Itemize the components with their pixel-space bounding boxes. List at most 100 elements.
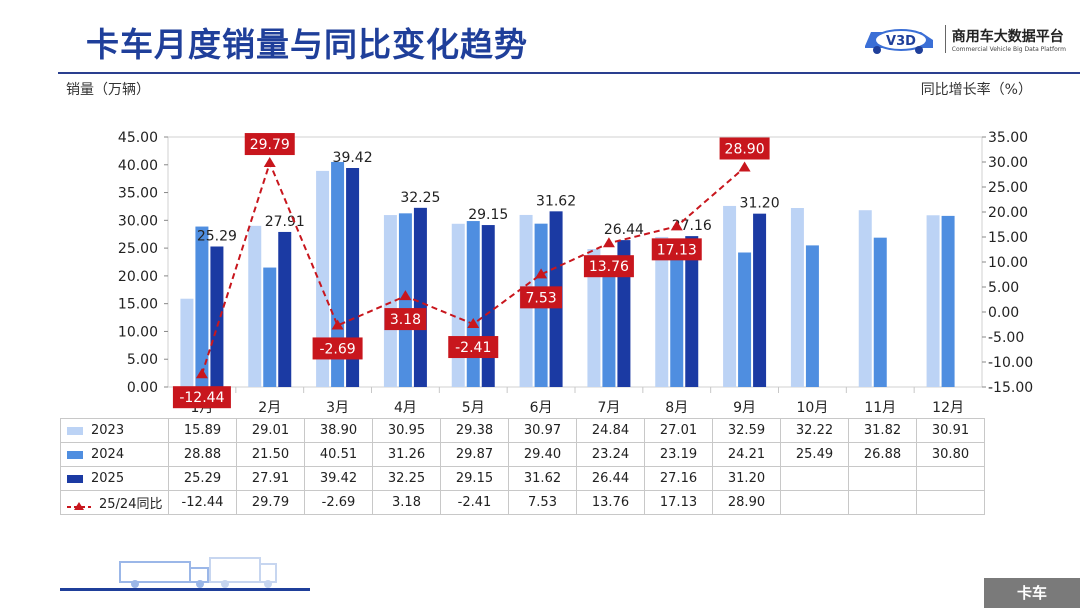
bar-2023: [926, 215, 940, 387]
table-row-header: 2024: [60, 442, 169, 467]
bar-2023: [383, 215, 397, 387]
table-cell: 23.19: [644, 442, 713, 467]
bar-2025: [278, 231, 292, 387]
table-cell: 21.50: [236, 442, 305, 467]
x-tick-label: 6月: [530, 400, 553, 416]
table-row-header: 2025: [60, 466, 169, 491]
y-tick-label: 20.00: [118, 269, 158, 285]
logo-text: V3D: [886, 34, 916, 49]
table-cell: 13.76: [576, 490, 645, 515]
yoy-value-label: -2.69: [319, 341, 355, 357]
y2-tick-label: 15.00: [988, 230, 1028, 246]
table-cell: 3.18: [372, 490, 441, 515]
table-row-label: 2025: [91, 471, 125, 486]
x-tick-label: 12月: [932, 400, 964, 416]
table-cell: 29.38: [440, 418, 509, 443]
table-cell: 30.91: [916, 418, 985, 443]
table-cell: 27.91: [236, 466, 305, 491]
bar-2025: [210, 246, 224, 387]
brand-separator: [944, 25, 946, 53]
y-tick-label: 45.00: [118, 130, 158, 146]
yoy-value-label: 13.76: [589, 259, 629, 275]
bar-2024: [805, 245, 819, 387]
yoy-marker: [195, 368, 208, 379]
page-title: 卡车月度销量与同比变化趋势: [86, 25, 528, 64]
yoy-marker: [602, 237, 615, 248]
yoy-label-box: [651, 238, 702, 261]
truck-logo-icon: V3D: [864, 29, 933, 54]
footer-tab: 卡车: [984, 578, 1080, 608]
legend-swatch: [67, 450, 83, 459]
y-tick-label: 5.00: [127, 352, 158, 368]
table-row-header: 25/24同比: [60, 490, 169, 515]
x-tick-label: 2月: [258, 400, 281, 416]
table-cell: 29.40: [508, 442, 577, 467]
y2-tick-label: -10.00: [988, 355, 1033, 371]
legend-swatch: [67, 474, 83, 483]
data-table: 2023 15.89 29.01 38.90 30.95 29.38 30.97 24.84 2…: [60, 418, 985, 515]
bar-2025-value-label: 32.25: [400, 190, 440, 206]
table-cell: [780, 466, 849, 491]
table-cell: 26.88: [848, 442, 917, 467]
bar-2025-value-label: 27.91: [265, 214, 305, 230]
table-cell: 32.22: [780, 418, 849, 443]
bar-2023: [858, 210, 872, 387]
table-cell: 39.42: [304, 466, 373, 491]
table-row: 2025 25.29 27.91 39.42 32.25 29.15 31.62 26.44 2…: [60, 466, 985, 491]
yoy-value-label: -2.41: [455, 340, 491, 356]
yoy-marker: [331, 319, 344, 330]
brand-name: 商用车大数据平台: [951, 28, 1064, 45]
yoy-value-label: 3.18: [390, 312, 421, 328]
y2-tick-label: -5.00: [988, 330, 1024, 346]
bar-2023: [180, 298, 194, 387]
yoy-marker: [263, 157, 276, 168]
table-cell: [848, 490, 917, 515]
yoy-marker: [535, 268, 548, 279]
bar-2023: [316, 170, 330, 387]
table-cell: [780, 490, 849, 515]
table-cell: 31.20: [712, 466, 781, 491]
bar-2024: [263, 267, 277, 387]
x-tick-label: 8月: [665, 400, 688, 416]
table-row-label: 25/24同比: [99, 497, 163, 512]
table-cell: [848, 466, 917, 491]
bar-2024: [873, 237, 887, 387]
table-cell: 26.44: [576, 466, 645, 491]
yoy-label-box: [448, 336, 499, 359]
bar-2024: [466, 221, 480, 387]
table-cell: 40.51: [304, 442, 373, 467]
bar-2024: [195, 226, 209, 387]
table-row-label: 2024: [91, 447, 125, 462]
yoy-marker: [399, 290, 412, 301]
legend-swatch: [67, 501, 91, 510]
table-cell: 24.84: [576, 418, 645, 443]
bar-2024: [670, 258, 684, 387]
table-cell: 29.15: [440, 466, 509, 491]
table-row: 25/24同比 -12.44 29.79 -2.69 3.18 -2.41 7.53 13.7…: [60, 490, 985, 515]
yoy-marker: [467, 318, 480, 329]
bar-2025-value-label: 26.44: [604, 222, 644, 238]
table-cell: 32.59: [712, 418, 781, 443]
x-tick-label: 11月: [864, 400, 896, 416]
table-row: 2024 28.88 21.50 40.51 31.26 29.87 29.40 23.24 2…: [60, 442, 985, 467]
yoy-marker: [738, 161, 751, 172]
table-cell: -2.41: [440, 490, 509, 515]
yoy-label-box: [384, 308, 427, 331]
x-tick-label: 5月: [462, 400, 485, 416]
bar-2025: [346, 168, 360, 387]
yoy-marker: [670, 220, 683, 231]
y2-tick-label: 0.00: [988, 305, 1019, 321]
y-tick-label: 15.00: [118, 297, 158, 313]
table-cell: 29.01: [236, 418, 305, 443]
brand-name-en: Commercial Vehicle Big Data Platform: [951, 45, 1066, 53]
yoy-label-box: [520, 286, 563, 309]
yoy-label-box: [244, 133, 295, 156]
table-cell: 31.82: [848, 418, 917, 443]
table-cell: 31.62: [508, 466, 577, 491]
table-cell: 30.97: [508, 418, 577, 443]
y2-axis-title: 同比增长率（%）: [920, 82, 1032, 98]
yoy-label-box: [719, 137, 770, 160]
bar-2024: [941, 215, 955, 387]
bar-2025-value-label: 25.29: [197, 229, 237, 245]
